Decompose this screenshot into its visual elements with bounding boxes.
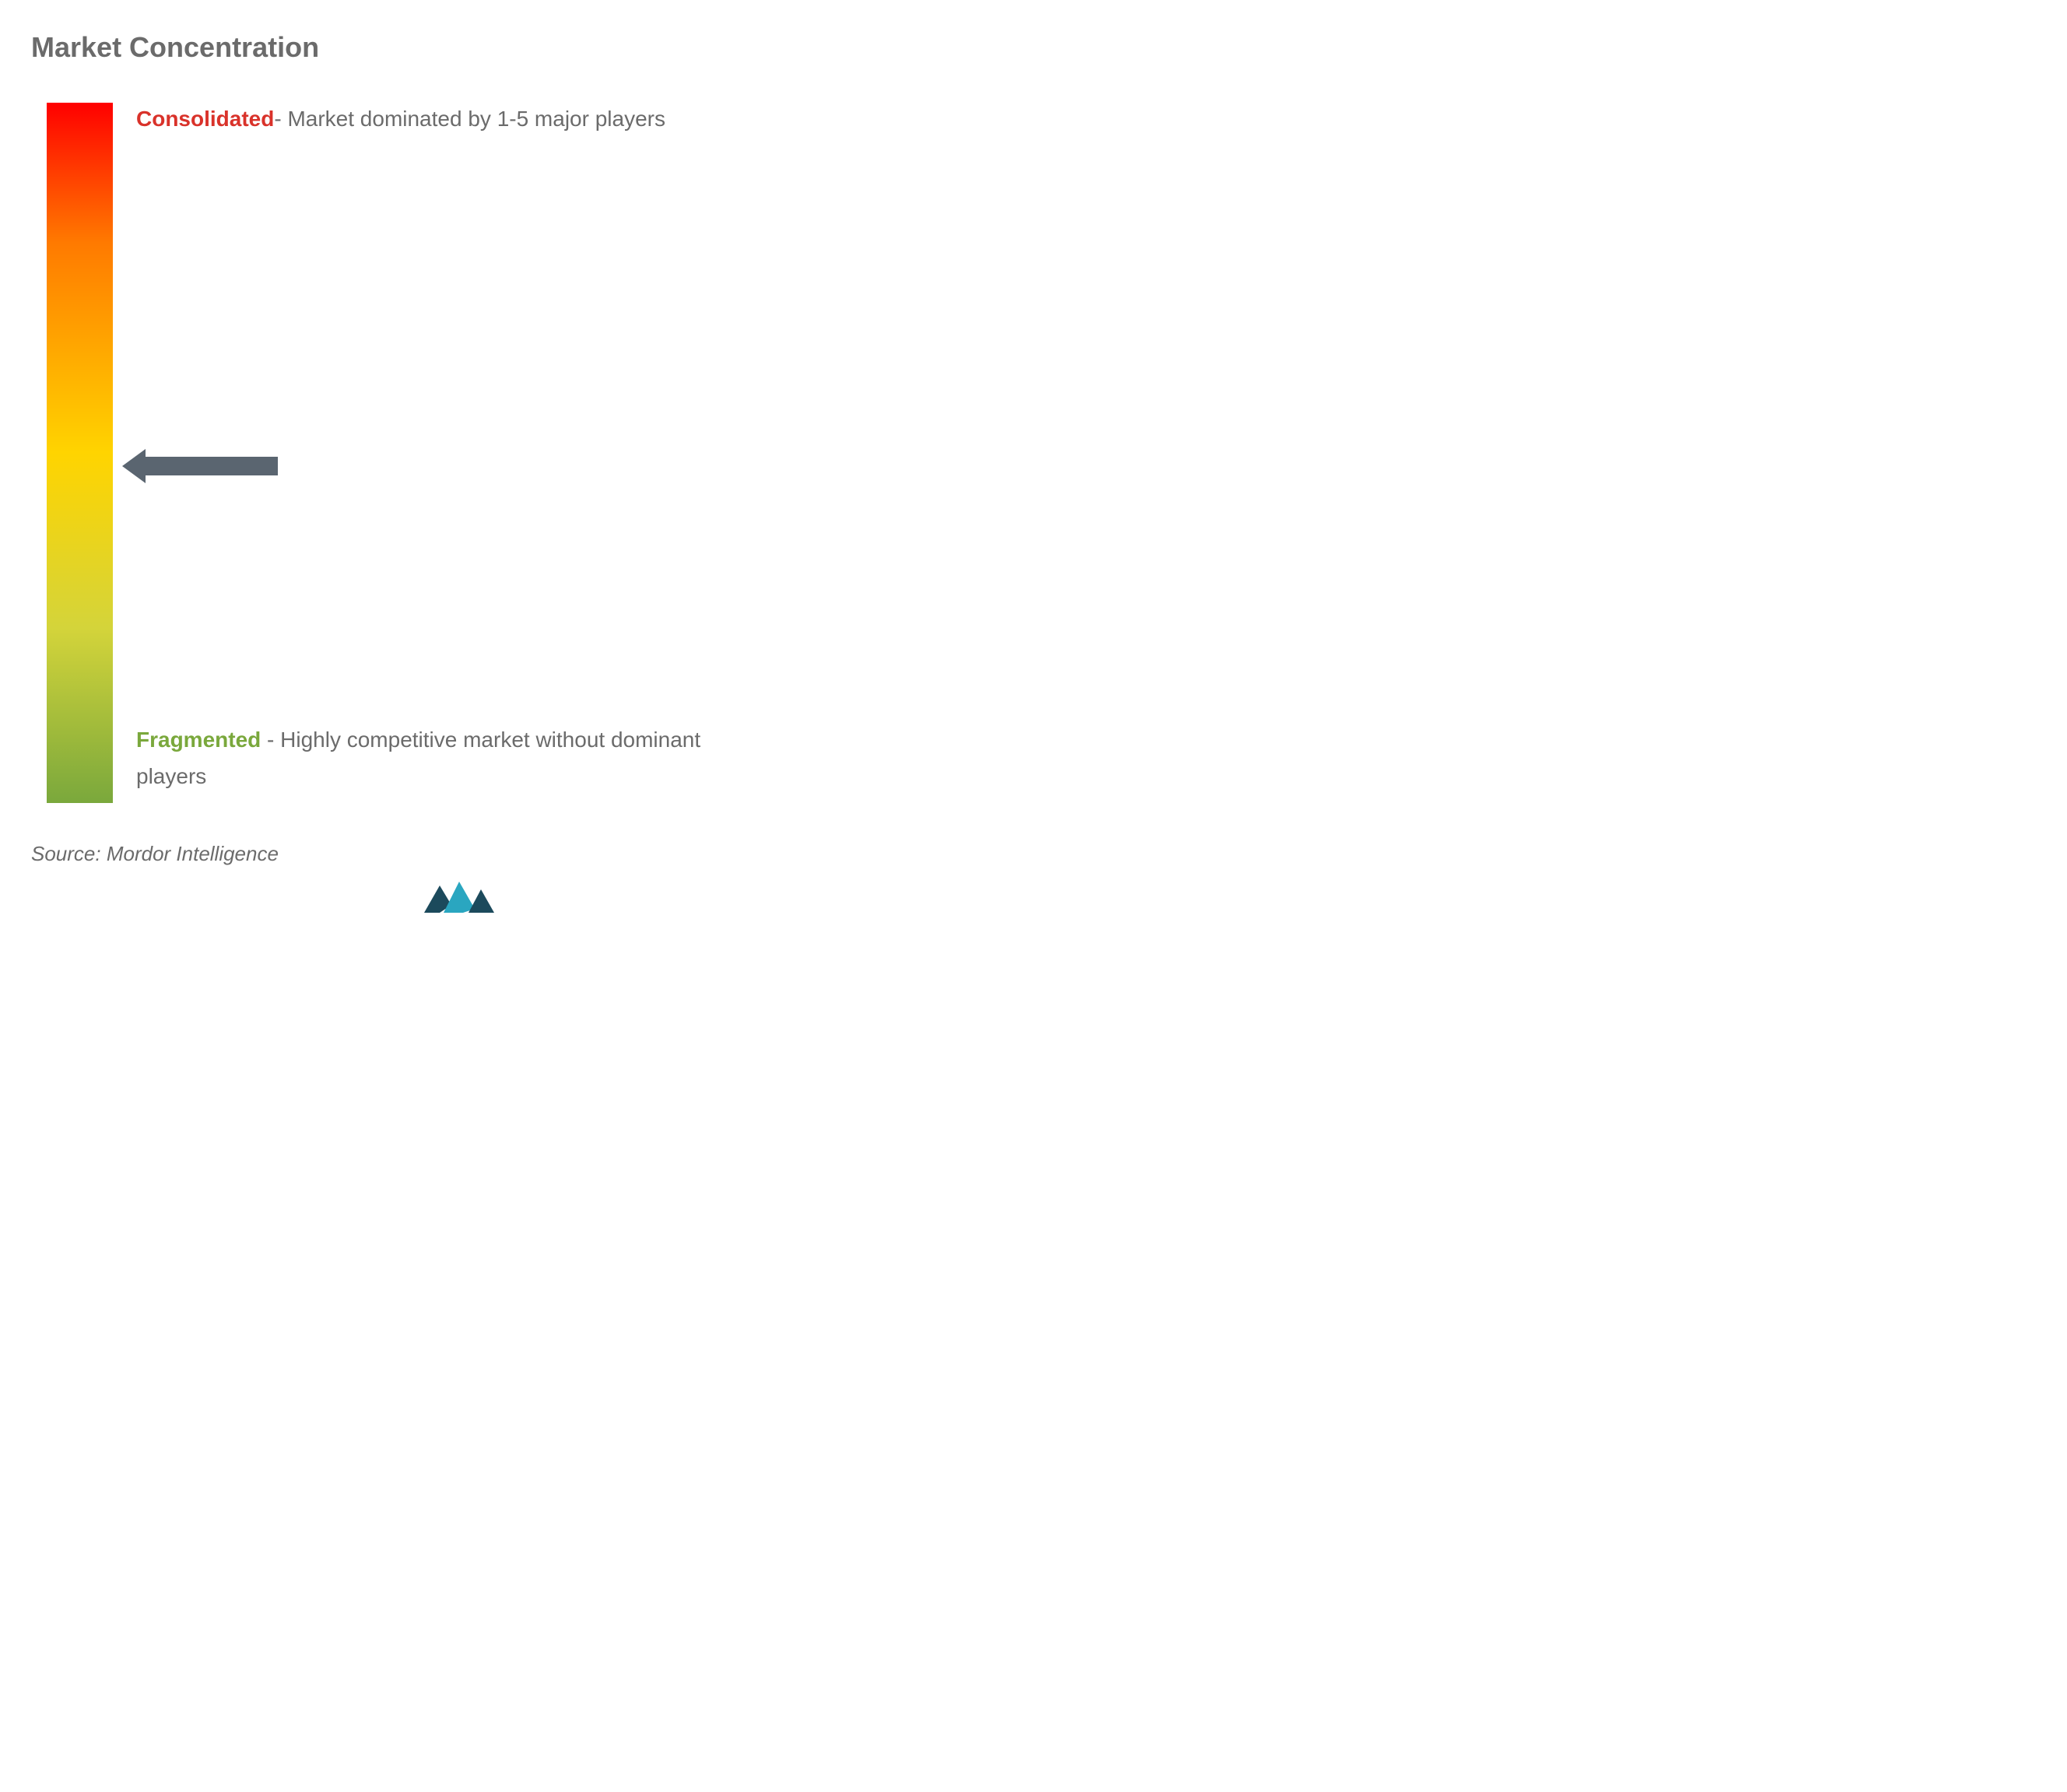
fragmented-description-line1: - Highly competitive market without domi… [261, 728, 700, 752]
arrow-shaft [146, 457, 278, 475]
content-row: Consolidated- Market dominated by 1-5 ma… [31, 103, 887, 803]
concentration-gradient-bar [47, 103, 113, 803]
fragmented-description-line2: players [136, 764, 206, 788]
source-attribution: Source: Mordor Intelligence [31, 842, 887, 866]
position-arrow [122, 449, 278, 483]
fragmented-label: Fragmented - Highly competitive market w… [136, 721, 700, 795]
consolidated-highlight: Consolidated [136, 107, 274, 131]
fragmented-highlight: Fragmented [136, 728, 261, 752]
mordor-logo-icon [420, 874, 498, 917]
arrow-head-icon [122, 449, 146, 483]
brand-logo [31, 874, 887, 917]
consolidated-label: Consolidated- Market dominated by 1-5 ma… [136, 103, 665, 135]
chart-title: Market Concentration [31, 31, 887, 64]
consolidated-description: - Market dominated by 1-5 major players [274, 107, 665, 131]
infographic-container: Market Concentration Consolidated- Marke… [31, 31, 887, 917]
labels-area: Consolidated- Market dominated by 1-5 ma… [136, 103, 887, 803]
